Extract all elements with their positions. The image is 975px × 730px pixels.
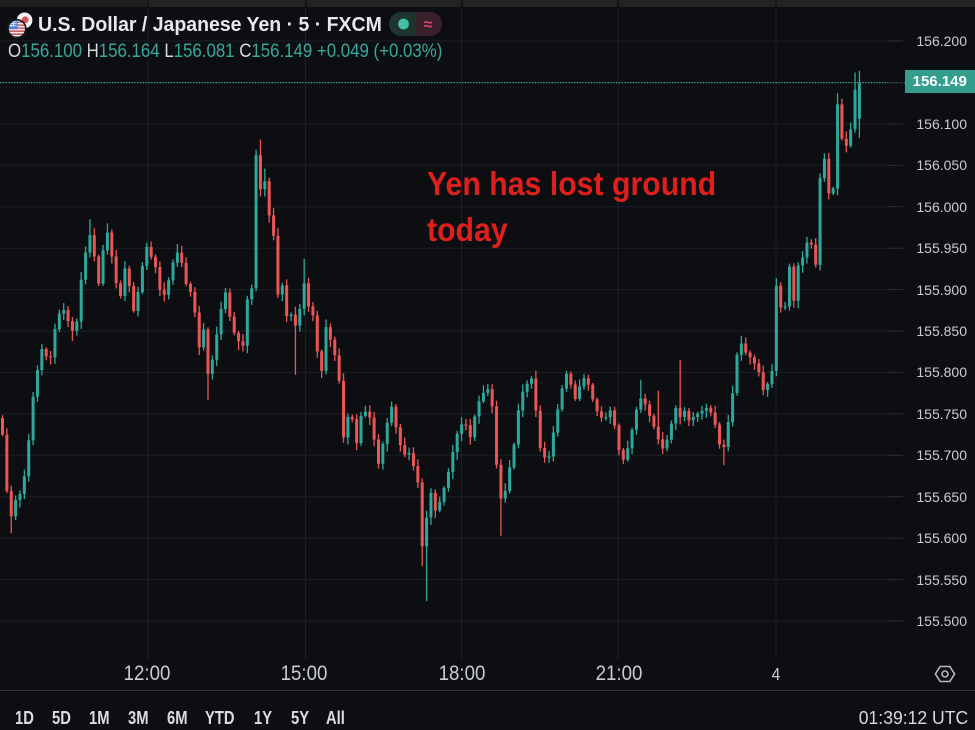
svg-text:≈: ≈: [424, 17, 433, 34]
